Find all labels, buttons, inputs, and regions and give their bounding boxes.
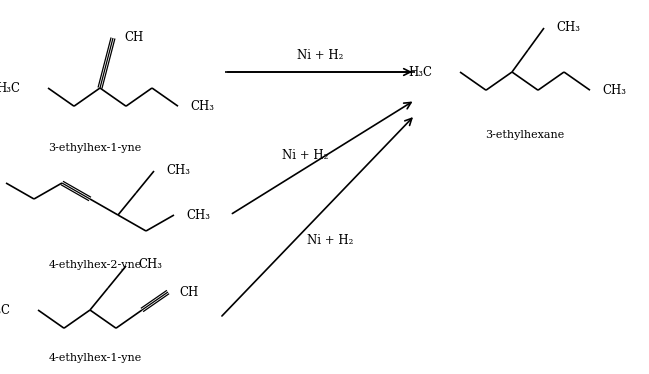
Text: 3-ethylhexane: 3-ethylhexane xyxy=(485,130,565,140)
Text: Ni + H₂: Ni + H₂ xyxy=(297,49,343,61)
Text: CH₃: CH₃ xyxy=(602,84,626,97)
Text: CH₃: CH₃ xyxy=(556,21,580,34)
Text: CH: CH xyxy=(124,31,143,43)
Text: H₃C: H₃C xyxy=(0,82,20,95)
Text: Ni + H₂: Ni + H₂ xyxy=(307,233,353,246)
Text: CH₃: CH₃ xyxy=(166,163,190,177)
Text: 4-ethylhex-1-yne: 4-ethylhex-1-yne xyxy=(49,353,141,363)
Text: H₃C: H₃C xyxy=(0,303,10,316)
Text: 3-ethylhex-1-yne: 3-ethylhex-1-yne xyxy=(49,143,141,153)
Text: CH: CH xyxy=(179,285,198,298)
Text: CH₃: CH₃ xyxy=(138,258,162,272)
Text: CH₃: CH₃ xyxy=(186,208,210,221)
Text: Ni + H₂: Ni + H₂ xyxy=(282,148,328,162)
Text: H₃C: H₃C xyxy=(408,65,432,79)
Text: 4-ethylhex-2-yne: 4-ethylhex-2-yne xyxy=(49,260,141,270)
Text: CH₃: CH₃ xyxy=(190,100,214,113)
